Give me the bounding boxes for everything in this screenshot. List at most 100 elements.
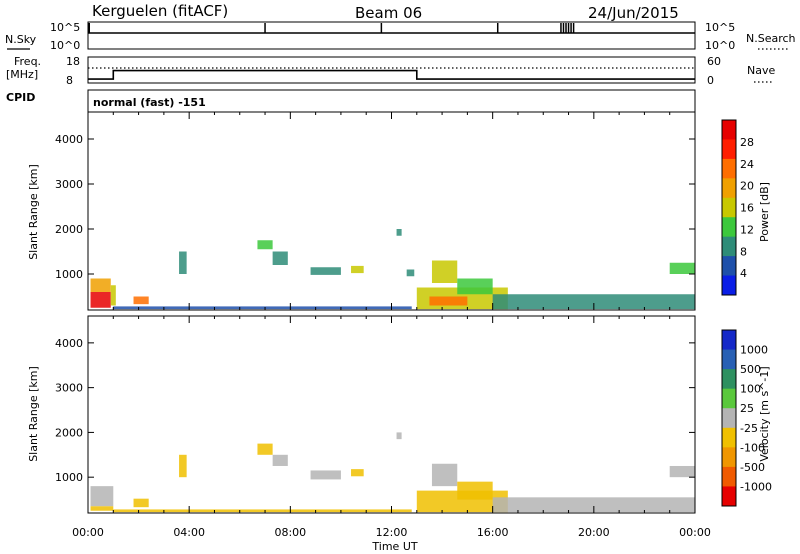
power-ytick-3: 4000: [55, 133, 83, 146]
cpid-panel: CPID normal (fast) -151: [6, 89, 696, 113]
velocity-colorbar-swatch-0: [722, 330, 736, 351]
power-ylabel: Slant Range [km]: [27, 164, 40, 260]
velocity-ytick-0: 1000: [55, 471, 83, 484]
power-region-4: [113, 306, 412, 310]
velocity-scatter: [90, 432, 695, 513]
x-tick-2: 08:00: [274, 526, 306, 539]
velocity-region-12: [457, 481, 493, 500]
power-ytick-2: 3000: [55, 178, 83, 191]
nsearch-tick-high: 10^5: [705, 21, 735, 34]
x-tick-labels: 00:00 04:00 08:00 12:00 16:00 20:00 00:00: [72, 526, 711, 539]
power-cbar-tick-5: 24: [740, 158, 754, 171]
nsky-tick-high: 10^5: [50, 21, 80, 34]
velocity-ylabel: Slant Range [km]: [27, 366, 40, 462]
power-cbar-tick-0: 4: [740, 267, 747, 280]
velocity-region-3: [113, 509, 412, 513]
power-region-15: [457, 278, 493, 295]
power-colorbar-swatch-1: [722, 139, 736, 160]
power-colorbar-swatch-7: [722, 256, 736, 277]
power-region-7: [272, 251, 288, 265]
power-region-1: [90, 278, 111, 292]
nave-tick-low: 0: [707, 74, 714, 87]
power-cbar-tick-4: 20: [740, 180, 754, 193]
x-tick-5: 20:00: [578, 526, 610, 539]
x-tick-4: 16:00: [477, 526, 509, 539]
velocity-colorbar-swatch-8: [722, 486, 736, 507]
freq-label: Freq.: [14, 55, 41, 68]
velocity-region-4: [179, 454, 187, 478]
velocity-cbar-tick-6: -500: [740, 461, 765, 474]
velocity-yticks: 1000 2000 3000 4000: [55, 337, 695, 484]
power-colorbar-label: Power [dB]: [758, 182, 771, 242]
beam-title: Beam 06: [355, 4, 422, 22]
power-frame: [87, 111, 696, 311]
velocity-colorbar-swatch-3: [722, 388, 736, 409]
velocity-frame: [87, 315, 696, 514]
velocity-colorbar-swatch-5: [722, 427, 736, 448]
power-xticks: [87, 112, 696, 310]
power-panel: 1000 2000 3000 4000 Slant Range [km] 4 8 12 16…: [27, 111, 771, 311]
power-scatter: [90, 229, 695, 310]
power-region-14: [431, 260, 458, 283]
velocity-cbar-tick-4: -25: [740, 422, 758, 435]
velocity-colorbar: 1000 500 100 25 -25 -100 -500 -1000: [721, 329, 772, 507]
power-region-13: [429, 296, 468, 306]
power-cbar-tick-2: 12: [740, 223, 754, 236]
power-colorbar-swatch-6: [722, 236, 736, 257]
power-ytick-1: 2000: [55, 223, 83, 236]
velocity-ytick-2: 3000: [55, 382, 83, 395]
power-colorbar-swatch-5: [722, 217, 736, 238]
velocity-region-11: [431, 463, 458, 487]
velocity-cbar-tick-1: 500: [740, 363, 761, 376]
velocity-colorbar-swatch-1: [722, 349, 736, 370]
nsky-frame: [87, 21, 696, 50]
velocity-cbar-tick-5: -100: [740, 441, 765, 454]
velocity-ytick-3: 4000: [55, 337, 83, 350]
x-tick-6: 00:00: [679, 526, 711, 539]
power-region-2: [110, 285, 116, 306]
velocity-region-2: [133, 498, 149, 508]
velocity-colorbar-swatch-6: [722, 447, 736, 468]
power-colorbar-swatch-4: [722, 197, 736, 218]
freq-panel: Freq. [MHz] 18 8 60 0 Nave: [6, 55, 775, 87]
power-region-5: [179, 251, 187, 274]
nave-tick-high: 60: [707, 55, 721, 68]
freq-tick-low: 8: [66, 74, 73, 87]
velocity-panel: 1000 2000 3000 4000 Slant Range [km] 1000 50…: [27, 315, 772, 514]
velocity-region-6: [272, 454, 288, 466]
velocity-region-7: [310, 470, 341, 480]
power-region-9: [351, 265, 364, 274]
cpid-text: normal (fast) -151: [93, 96, 206, 109]
power-ytick-0: 1000: [55, 268, 83, 281]
velocity-ytick-1: 2000: [55, 426, 83, 439]
nsky-tick-low: 10^0: [50, 39, 80, 52]
velocity-region-1: [90, 506, 114, 511]
velocity-colorbar-label: Velocity [m s^-1]: [758, 366, 771, 461]
x-axis-label: Time UT: [371, 540, 417, 553]
power-cbar-tick-6: 28: [740, 136, 754, 149]
velocity-cbar-tick-0: 1000: [740, 344, 768, 357]
power-region-17: [669, 262, 695, 274]
power-region-6: [257, 240, 273, 250]
nsky-spikes: [88, 23, 575, 33]
power-cbar-tick-3: 16: [740, 202, 754, 215]
power-yticks: 1000 2000 3000 4000: [55, 133, 695, 281]
velocity-cbar-tick-3: 25: [740, 402, 754, 415]
power-colorbar-swatch-8: [722, 275, 736, 296]
freq-frame: [87, 56, 696, 84]
power-cbar-tick-1: 8: [740, 245, 747, 258]
velocity-region-5: [257, 443, 273, 455]
nsearch-tick-low: 10^0: [705, 39, 735, 52]
station-title: Kerguelen (fitACF): [92, 2, 228, 20]
freq-tick-high: 18: [66, 55, 80, 68]
cpid-label: CPID: [6, 91, 35, 104]
power-region-0: [90, 292, 111, 308]
freq-unit: [MHz]: [6, 68, 38, 81]
velocity-region-0: [90, 486, 114, 507]
x-tick-0: 00:00: [72, 526, 104, 539]
velocity-region-14: [669, 465, 695, 478]
velocity-region-13: [492, 497, 695, 513]
velocity-xticks: [87, 316, 696, 513]
nsearch-label: N.Search: [746, 32, 796, 45]
